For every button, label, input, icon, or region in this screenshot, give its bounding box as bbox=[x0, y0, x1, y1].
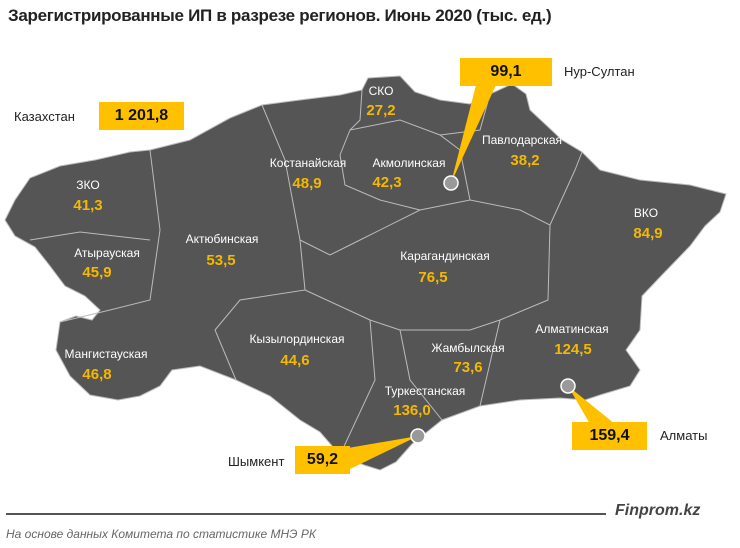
source-note: На основе данных Комитета по статистике … bbox=[6, 527, 316, 541]
brand-logo: Finprom.kz bbox=[615, 502, 701, 519]
shymkent-value-box: 59,2 bbox=[295, 446, 350, 474]
region-name: Туркестанская bbox=[384, 384, 466, 398]
footer-divider bbox=[6, 513, 606, 515]
total-label: Казахстан bbox=[14, 109, 75, 124]
country-shape bbox=[4, 75, 727, 471]
shymkent-label: Шымкент bbox=[228, 454, 285, 469]
almaty-pointer bbox=[568, 386, 615, 424]
region-value: 44,6 bbox=[280, 352, 310, 369]
region-name: Карагандинская bbox=[400, 249, 490, 263]
region-value: 45,9 bbox=[82, 264, 112, 281]
nur-sultan-pointer bbox=[451, 85, 496, 183]
region-borders bbox=[29, 89, 583, 456]
region-name: Актюбинская bbox=[185, 232, 259, 246]
region-name: ЗКО bbox=[76, 178, 100, 192]
region-name: Мангистауская bbox=[64, 347, 148, 361]
region-value: 38,2 bbox=[510, 152, 540, 169]
shymkent-pointer bbox=[348, 436, 418, 470]
region-name: Алматинская bbox=[535, 322, 609, 336]
nur-sultan-label: Нур-Султан bbox=[564, 64, 635, 79]
region-name: ВКО bbox=[633, 206, 659, 220]
region-value: 41,3 bbox=[73, 197, 103, 214]
almaty-marker[interactable] bbox=[560, 378, 576, 394]
region-value: 76,5 bbox=[418, 269, 448, 286]
region-value: 136,0 bbox=[393, 402, 431, 419]
region-value: 48,9 bbox=[292, 175, 322, 192]
region-name: СКО bbox=[368, 84, 394, 98]
region-name: Акмолинская bbox=[372, 156, 446, 170]
region-name: Кызылординская bbox=[249, 332, 345, 346]
region-name: Жамбылская bbox=[431, 341, 505, 355]
region-value: 53,5 bbox=[206, 252, 236, 269]
region-value: 46,8 bbox=[82, 366, 112, 383]
region-value: 73,6 bbox=[453, 359, 483, 376]
region-value: 42,3 bbox=[372, 174, 402, 191]
region-value: 124,5 bbox=[554, 341, 592, 358]
region-name: Атырауская bbox=[74, 246, 140, 260]
region-name: Павлодарская bbox=[482, 133, 562, 147]
region-value: 27,2 bbox=[366, 102, 396, 119]
almaty-value-box: 159,4 bbox=[572, 422, 647, 450]
region-name: Костанайская bbox=[269, 156, 347, 170]
region-value: 84,9 bbox=[633, 225, 663, 242]
total-value-box: 1 201,8 bbox=[99, 102, 184, 130]
nur-sultan-marker[interactable] bbox=[443, 175, 459, 191]
nur-sultan-value-box: 99,1 bbox=[460, 58, 552, 86]
almaty-label: Алматы bbox=[660, 428, 708, 443]
page-title: Зарегистрированные ИП в разрезе регионов… bbox=[8, 6, 552, 25]
shymkent-marker[interactable] bbox=[410, 428, 426, 444]
